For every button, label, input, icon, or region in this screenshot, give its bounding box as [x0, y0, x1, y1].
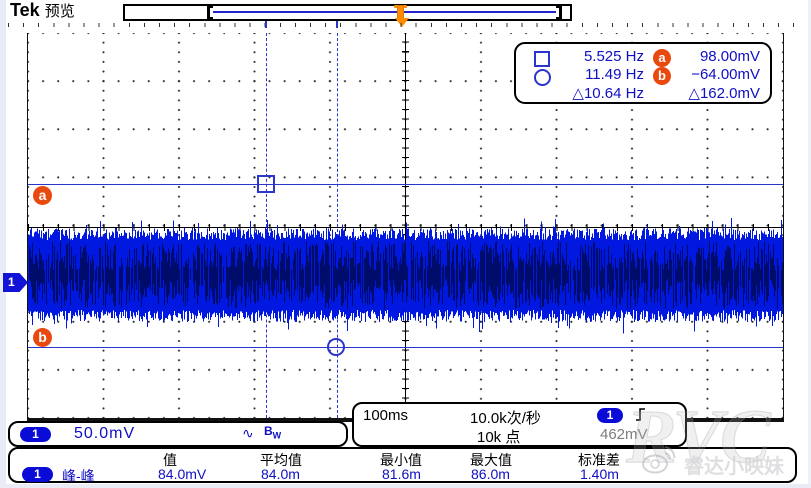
- window-bracket-left: [207, 6, 213, 19]
- acquisition-mode-label: 预览: [44, 3, 75, 20]
- trigger-position-icon[interactable]: [397, 5, 404, 19]
- measurement-max: 86.0m: [471, 466, 510, 482]
- measurement-readout-box[interactable]: 值 平均值 最小值 最大值 标准差 1 峰-峰 84.0mV 84.0m 81.…: [8, 447, 797, 484]
- trigger-rising-edge-icon: [634, 406, 647, 428]
- bandwidth-limit-icon: BW: [264, 424, 281, 440]
- cursor-delta-value: △162.0mV: [688, 85, 760, 102]
- timebase-value: 100ms: [363, 407, 409, 424]
- cursor-b-badge[interactable]: b: [33, 328, 52, 347]
- measurement-header-value: 值: [163, 452, 177, 468]
- vertical-cursor-b-line[interactable]: [337, 33, 338, 418]
- measurement-header-stddev: 标准差: [578, 452, 620, 468]
- record-window-line: [213, 11, 556, 13]
- horizontal-trigger-readout-box[interactable]: 100ms 10.0k次/秒 10k 点 1 462mV: [352, 402, 687, 447]
- measurement-stddev: 1.40m: [580, 466, 619, 482]
- channel-1-badge[interactable]: 1: [20, 427, 51, 442]
- measurement-header-mean: 平均值: [260, 452, 302, 468]
- window-bracket-right: [556, 6, 562, 19]
- channel-1-readout-box[interactable]: 1 50.0mV ∿ BW: [8, 421, 348, 447]
- channel-1-marker[interactable]: 1: [3, 273, 28, 292]
- measurement-channel-badge: 1: [22, 467, 53, 482]
- trigger-source-badge[interactable]: 1: [597, 408, 623, 423]
- cursor-a-frequency: 5.525 Hz: [583, 48, 644, 65]
- cursor-a-badge[interactable]: a: [33, 186, 52, 205]
- cursor-a-square-marker-icon[interactable]: [257, 175, 275, 193]
- cursor-b-ruler-mark: [336, 21, 338, 28]
- cursor-a-ruler-mark: [265, 21, 267, 28]
- screen-edge-left: [0, 0, 6, 488]
- measurement-value: 84.0mV: [158, 466, 207, 482]
- trigger-position-arrow-icon[interactable]: [395, 18, 409, 27]
- cursor-b-badge: b: [653, 67, 671, 85]
- cursor-b-circle-marker-icon[interactable]: [327, 338, 345, 356]
- channel-1-scale: 50.0mV: [74, 425, 136, 442]
- record-length-value: 10k 点: [477, 429, 521, 446]
- horizontal-cursor-a-line[interactable]: [28, 184, 783, 185]
- bw-sub-letter: W: [272, 430, 282, 441]
- vertical-cursor-a-line[interactable]: [266, 33, 267, 418]
- square-cursor-icon: [534, 51, 550, 67]
- cursor-b-frequency: 11.49 Hz: [585, 66, 644, 83]
- sample-rate-value: 10.0k次/秒: [470, 410, 541, 427]
- measurement-name: 峰-峰: [62, 468, 95, 484]
- circle-cursor-icon: [534, 69, 551, 86]
- measurement-mean: 84.0m: [261, 466, 300, 482]
- cursor-a-badge: a: [653, 49, 671, 67]
- cursor-delta-frequency: △10.64 Hz: [572, 85, 644, 102]
- ac-coupling-icon: ∿: [242, 425, 254, 441]
- bw-letter: B: [264, 424, 273, 438]
- measurement-header-min: 最小值: [380, 452, 422, 468]
- trigger-level-value: 462mV: [600, 426, 648, 443]
- measurement-header-max: 最大值: [470, 452, 512, 468]
- tek-logo: Tek: [10, 0, 40, 20]
- screen-edge-bottom: [0, 484, 811, 488]
- cursor-b-value: −64.00mV: [691, 66, 760, 83]
- measurement-min: 81.6m: [382, 466, 421, 482]
- center-vertical-axis: [405, 33, 406, 418]
- cursor-readout-box[interactable]: 5.525 Hz a 98.00mV 11.49 Hz b −64.00mV △…: [514, 42, 772, 104]
- screen-edge-right: [808, 0, 811, 488]
- channel1-waveform: [28, 217, 783, 334]
- horizontal-cursor-b-line[interactable]: [28, 347, 783, 348]
- acquisition-preview-bar[interactable]: [123, 4, 572, 21]
- header: Tek 预览: [10, 0, 75, 21]
- cursor-a-value: 98.00mV: [699, 48, 760, 65]
- timeline-ruler: [8, 23, 804, 27]
